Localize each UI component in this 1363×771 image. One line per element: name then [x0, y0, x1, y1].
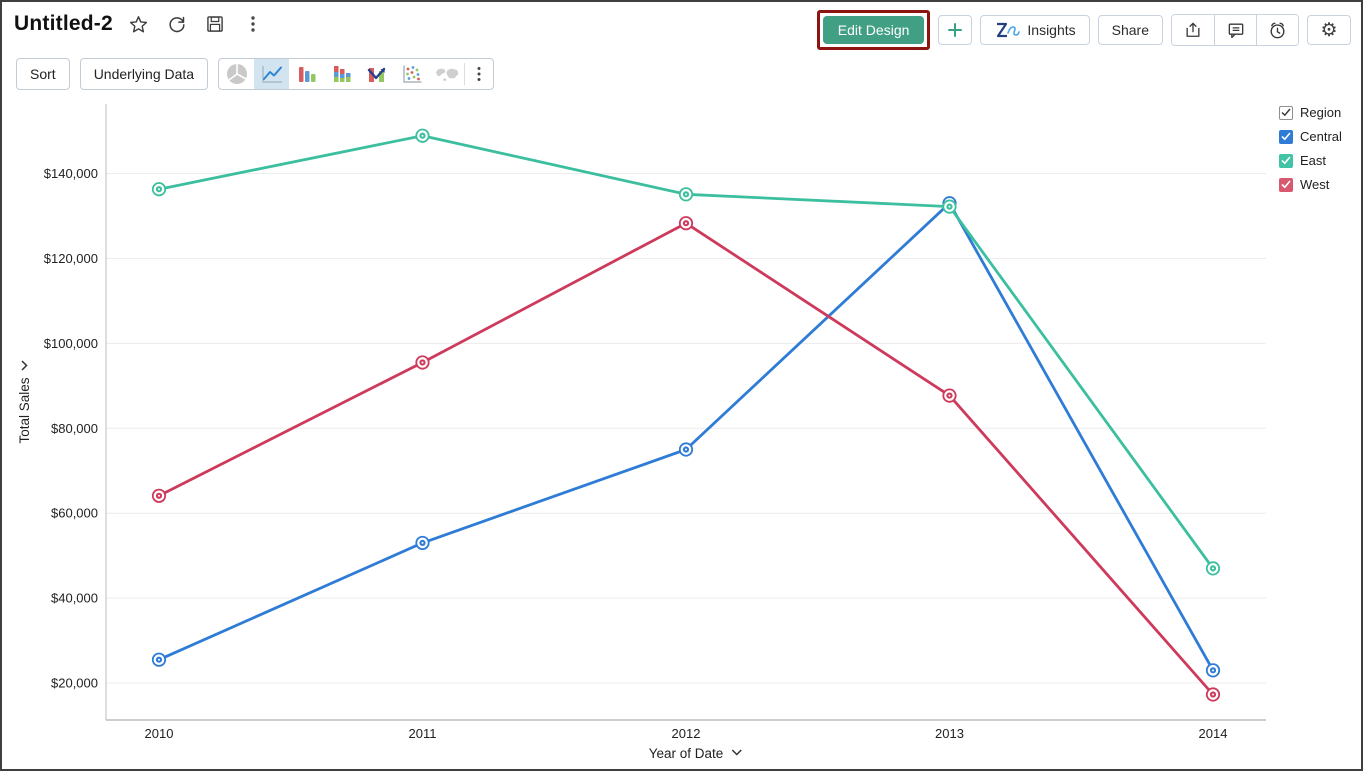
add-button[interactable] [938, 15, 973, 45]
view-toolbar: Sort Underlying Data [16, 58, 495, 90]
svg-text:2013: 2013 [935, 726, 964, 741]
comments-button[interactable] [1214, 15, 1256, 45]
header-left: Untitled-2 [14, 12, 265, 36]
toolbar-divider [464, 63, 466, 85]
refresh-icon[interactable] [165, 12, 189, 36]
svg-text:2010: 2010 [145, 726, 174, 741]
line-chart-canvas[interactable]: $20,000 $40,000 $60,000 $80,000 $100,000 $120… [2, 98, 1363, 771]
chart-type-bar[interactable] [289, 59, 324, 89]
export-button[interactable] [1172, 15, 1214, 45]
alarm-clock-icon [1270, 22, 1285, 38]
chart-type-switcher [218, 58, 495, 90]
svg-text:$140,000: $140,000 [44, 166, 98, 181]
gear-icon: ⚙ [1320, 19, 1338, 41]
svg-text:$40,000: $40,000 [51, 591, 98, 606]
svg-text:$80,000: $80,000 [51, 421, 98, 436]
chart-type-combo[interactable] [359, 59, 394, 89]
settings-button[interactable]: ⚙ [1307, 15, 1351, 45]
alerts-button[interactable] [1256, 15, 1298, 45]
share-label: Share [1111, 22, 1149, 38]
header-icon-group [1171, 14, 1299, 46]
kebab-icon [477, 67, 481, 81]
svg-text:2012: 2012 [672, 726, 701, 741]
legend-item-east[interactable]: East [1279, 152, 1342, 169]
more-options-icon[interactable] [241, 12, 265, 36]
svg-text:2014: 2014 [1199, 726, 1228, 741]
more-chart-types-button[interactable] [465, 59, 493, 89]
chevron-down-icon [20, 360, 28, 372]
legend-title: Region [1300, 105, 1342, 120]
header: Untitled-2 Edit Design [2, 2, 1361, 56]
west-checkbox[interactable] [1279, 177, 1293, 192]
share-button[interactable]: Share [1097, 15, 1163, 45]
plus-icon [948, 23, 963, 37]
annotation-highlight-box: Edit Design [816, 10, 931, 50]
pie-chart-icon [226, 64, 247, 84]
legend-item-label: Central [1300, 129, 1342, 144]
chart-legend: Region Central East West [1279, 104, 1342, 200]
central-checkbox[interactable] [1279, 129, 1293, 144]
sort-button[interactable]: Sort [16, 58, 70, 90]
legend-item-central[interactable]: Central [1279, 128, 1342, 145]
save-icon[interactable] [203, 12, 227, 36]
insights-label: Insights [1027, 22, 1076, 38]
svg-text:Year of Date: Year of Date [649, 746, 724, 761]
chart-type-line[interactable] [254, 59, 290, 89]
chart-type-scatter[interactable] [394, 59, 429, 89]
chart-type-map[interactable] [429, 59, 464, 89]
chart-type-pie[interactable] [219, 59, 254, 89]
east-checkbox[interactable] [1279, 153, 1293, 168]
region-checkbox[interactable] [1279, 105, 1293, 120]
header-actions: Edit Design Insights Share [816, 10, 1351, 50]
legend-parent-region[interactable]: Region [1279, 104, 1342, 121]
legend-item-label: West [1300, 177, 1330, 192]
svg-text:2011: 2011 [409, 726, 437, 741]
chart-type-stacked-bar[interactable] [324, 59, 359, 89]
map-chart-icon [435, 68, 458, 81]
comment-icon [1228, 23, 1243, 39]
insights-button[interactable]: Insights [980, 15, 1090, 45]
svg-text:$100,000: $100,000 [44, 336, 98, 351]
y-axis-title[interactable]: Total Sales [14, 337, 34, 467]
legend-item-label: East [1300, 153, 1327, 168]
scatter-chart-icon [402, 65, 422, 83]
combo-chart-icon [367, 67, 385, 82]
export-icon [1186, 22, 1200, 37]
stacked-bar-chart-icon [333, 66, 351, 82]
line-chart-icon [261, 66, 282, 83]
svg-text:$60,000: $60,000 [51, 506, 98, 521]
svg-text:$20,000: $20,000 [51, 676, 98, 691]
edit-design-button[interactable]: Edit Design [822, 16, 925, 44]
bar-chart-icon [298, 67, 316, 82]
page-title: Untitled-2 [14, 12, 113, 35]
legend-item-west[interactable]: West [1279, 176, 1342, 193]
svg-text:$120,000: $120,000 [44, 251, 98, 266]
zia-logo-icon [997, 22, 1021, 38]
favorite-star-icon[interactable] [127, 12, 151, 36]
underlying-data-button[interactable]: Underlying Data [79, 58, 209, 90]
